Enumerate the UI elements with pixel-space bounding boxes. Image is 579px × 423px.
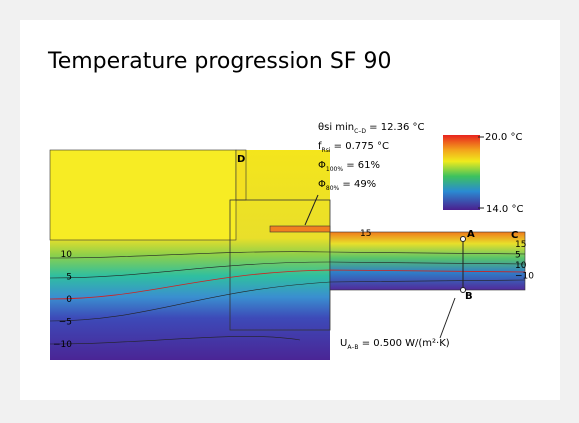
isotherm-label: 15	[515, 240, 526, 250]
isotherm-label: −10	[515, 272, 534, 282]
symbol: θsi min	[318, 122, 354, 133]
legend-max: 20.0 °C	[485, 132, 522, 143]
isotherm-label: 0	[66, 295, 72, 305]
value: = 12.36 °C	[366, 122, 425, 133]
isotherm-label: −10	[53, 340, 72, 350]
value: = 49%	[339, 179, 376, 190]
value: = 0.775 °C	[331, 141, 390, 152]
isotherm-label: 10	[61, 250, 73, 260]
isotherm-label: 15	[360, 229, 371, 239]
point-label: D	[237, 154, 245, 165]
subscript: 100%	[326, 166, 343, 173]
subscript: 80%	[326, 185, 340, 192]
legend-min: 14.0 °C	[486, 204, 523, 215]
figure: Temperature progression SF 90 20.0 °C 14…	[0, 0, 579, 419]
title: Temperature progression SF 90	[47, 49, 391, 74]
isotherm-label: 5	[515, 251, 521, 261]
isotherm-label: 10	[515, 261, 527, 271]
legend-bar	[443, 135, 480, 210]
point-label: A	[467, 229, 475, 240]
symbol: Φ	[318, 179, 326, 190]
value: = 61%	[343, 160, 380, 171]
subscript: Rsi	[322, 147, 331, 154]
symbol: Φ	[318, 160, 326, 171]
isotherm-label: 5	[66, 273, 72, 283]
subscript: C–D	[354, 128, 366, 135]
point-label: B	[465, 291, 473, 302]
isotherm-label: −5	[59, 318, 72, 328]
page: Temperature progression SF 90 20.0 °C 14…	[0, 0, 579, 419]
